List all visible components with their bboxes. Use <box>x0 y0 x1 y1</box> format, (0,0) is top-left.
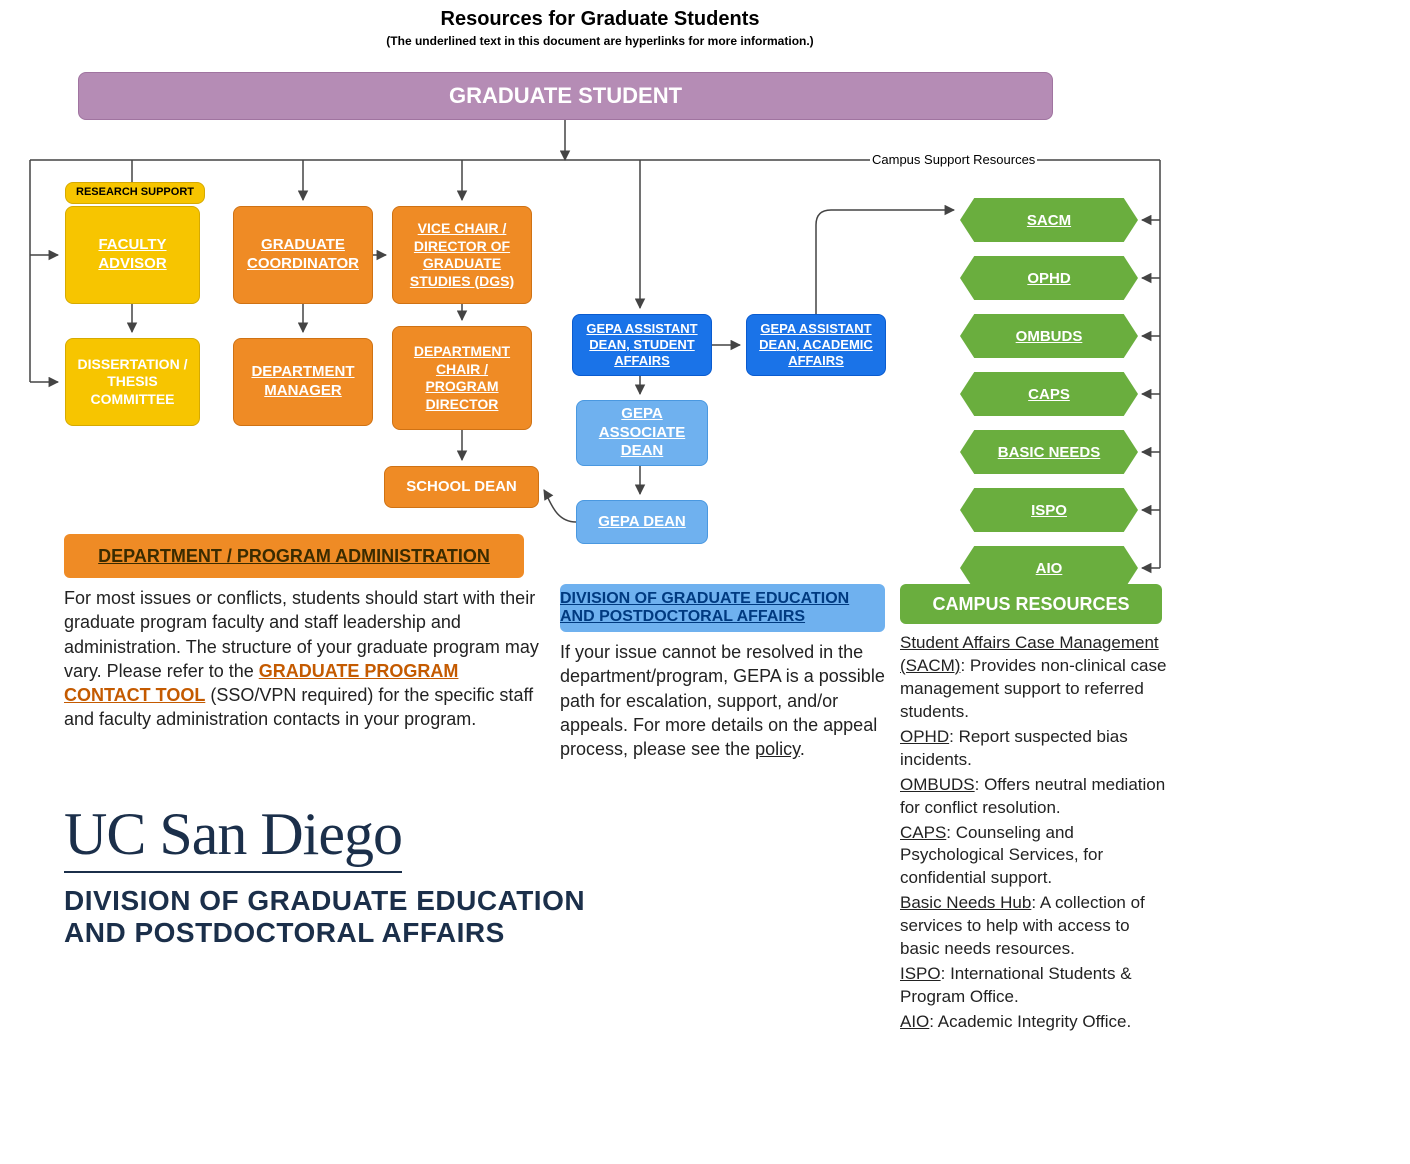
page-title: Resources for Graduate Students <box>0 8 1200 31</box>
page-subtitle: (The underlined text in this document ar… <box>0 34 1200 48</box>
definition-term[interactable]: CAPS <box>900 823 946 842</box>
campus-hex-basic-needs[interactable]: BASIC NEEDS <box>960 430 1138 474</box>
section-header-dept-admin[interactable]: DEPARTMENT / PROGRAM ADMINISTRATION <box>64 534 524 578</box>
campus-hex-ombuds[interactable]: OMBUDS <box>960 314 1138 358</box>
dept-admin-paragraph: For most issues or conflicts, students s… <box>64 586 544 732</box>
definition-term[interactable]: OMBUDS <box>900 775 975 794</box>
node-research-support-tag: RESEARCH SUPPORT <box>65 182 205 204</box>
node-gepa-asst-student[interactable]: GEPA ASSISTANT DEAN, STUDENT AFFAIRS <box>572 314 712 376</box>
policy-link[interactable]: policy <box>755 739 800 759</box>
definition-term[interactable]: ISPO <box>900 964 941 983</box>
node-dissertation: DISSERTATION / THESIS COMMITTEE <box>65 338 200 426</box>
node-gepa-asst-academic[interactable]: GEPA ASSISTANT DEAN, ACADEMIC AFFAIRS <box>746 314 886 376</box>
definition-term[interactable]: Basic Needs Hub <box>900 893 1031 912</box>
node-faculty-advisor[interactable]: FACULTY ADVISOR <box>65 206 200 304</box>
definition-term[interactable]: AIO <box>900 1012 929 1031</box>
edge-label-campus-support: Campus Support Resources <box>870 152 1037 167</box>
section-header-campus-res: CAMPUS RESOURCES <box>900 584 1162 624</box>
campus-resources-definitions: Student Affairs Case Management (SACM): … <box>900 632 1168 1036</box>
connector-edges <box>0 0 1410 1164</box>
campus-hex-sacm[interactable]: SACM <box>960 198 1138 242</box>
node-gepa-assoc[interactable]: GEPA ASSOCIATE DEAN <box>576 400 708 466</box>
section-header-gepa-division[interactable]: DIVISION OF GRADUATE EDUCATION AND POSTD… <box>560 584 885 632</box>
logo-division-line1: DIVISION OF GRADUATE EDUCATION <box>64 885 624 917</box>
definition-term[interactable]: OPHD <box>900 727 949 746</box>
campus-hex-ispo[interactable]: ISPO <box>960 488 1138 532</box>
campus-hex-ophd[interactable]: OPHD <box>960 256 1138 300</box>
logo-institution: UC San Diego <box>64 800 402 873</box>
logo-division-line2: AND POSTDOCTORAL AFFAIRS <box>64 917 624 949</box>
node-gepa-dean[interactable]: GEPA DEAN <box>576 500 708 544</box>
node-dept-chair[interactable]: DEPARTMENT CHAIR / PROGRAM DIRECTOR <box>392 326 532 430</box>
node-grad-student: GRADUATE STUDENT <box>78 72 1053 120</box>
node-grad-coord[interactable]: GRADUATE COORDINATOR <box>233 206 373 304</box>
node-school-dean: SCHOOL DEAN <box>384 466 539 508</box>
node-vice-chair[interactable]: VICE CHAIR / DIRECTOR OF GRADUATE STUDIE… <box>392 206 532 304</box>
campus-hex-caps[interactable]: CAPS <box>960 372 1138 416</box>
ucsd-logo: UC San Diego DIVISION OF GRADUATE EDUCAT… <box>64 800 624 949</box>
node-dept-manager[interactable]: DEPARTMENT MANAGER <box>233 338 373 426</box>
gepa-paragraph: If your issue cannot be resolved in the … <box>560 640 885 761</box>
